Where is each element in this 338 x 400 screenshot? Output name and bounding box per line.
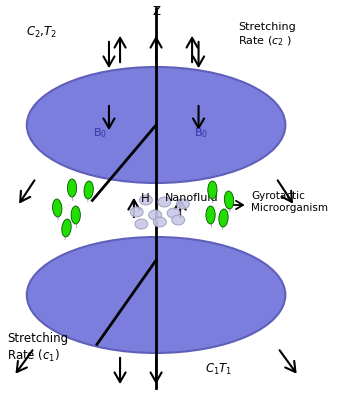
Ellipse shape bbox=[67, 179, 77, 197]
Text: Gyrotactic
Microorganism: Gyrotactic Microorganism bbox=[251, 191, 328, 213]
Ellipse shape bbox=[149, 210, 162, 220]
Text: $C_2$,$T_2$: $C_2$,$T_2$ bbox=[26, 25, 57, 40]
Text: Nanofluid: Nanofluid bbox=[164, 193, 218, 203]
Text: $C_1$$T_1$: $C_1$$T_1$ bbox=[205, 362, 233, 377]
Ellipse shape bbox=[53, 199, 62, 217]
Ellipse shape bbox=[206, 206, 215, 224]
Ellipse shape bbox=[140, 195, 152, 205]
Ellipse shape bbox=[224, 191, 234, 209]
Ellipse shape bbox=[84, 181, 93, 199]
Text: Z: Z bbox=[152, 5, 160, 18]
Ellipse shape bbox=[130, 207, 143, 217]
Text: Stretching
Rate ($c_1$): Stretching Rate ($c_1$) bbox=[7, 332, 69, 364]
Ellipse shape bbox=[219, 209, 228, 227]
Ellipse shape bbox=[62, 219, 71, 237]
Text: B$_0$: B$_0$ bbox=[93, 126, 107, 140]
Ellipse shape bbox=[176, 199, 189, 209]
Ellipse shape bbox=[27, 67, 285, 183]
Text: B$_0$: B$_0$ bbox=[194, 126, 209, 140]
Text: Stretching
Rate ($c_2$ ): Stretching Rate ($c_2$ ) bbox=[238, 22, 296, 48]
Ellipse shape bbox=[153, 217, 166, 227]
Ellipse shape bbox=[167, 208, 180, 218]
Ellipse shape bbox=[172, 215, 185, 225]
Ellipse shape bbox=[208, 181, 217, 199]
Ellipse shape bbox=[158, 197, 171, 207]
Ellipse shape bbox=[27, 237, 285, 353]
Text: Z: Z bbox=[164, 94, 172, 106]
Ellipse shape bbox=[135, 219, 148, 229]
Ellipse shape bbox=[71, 206, 80, 224]
Text: H: H bbox=[141, 192, 149, 204]
